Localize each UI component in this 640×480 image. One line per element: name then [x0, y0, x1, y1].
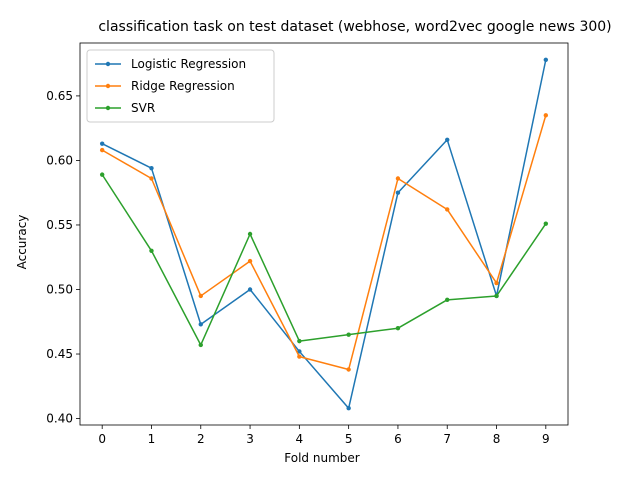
- y-tick-label: 0.60: [46, 153, 73, 167]
- data-point: [346, 332, 351, 337]
- series-line: [101, 115, 547, 371]
- data-point: [198, 322, 203, 327]
- data-point: [543, 221, 549, 226]
- x-tick-label: 7: [443, 432, 451, 446]
- data-point: [297, 354, 302, 359]
- axes-frame: [79, 42, 569, 426]
- y-tick-label: 0.65: [46, 89, 73, 103]
- legend: Logistic Regression Ridge Regression SVR: [86, 49, 275, 123]
- x-tick-label: 5: [345, 432, 353, 446]
- data-point: [543, 57, 549, 62]
- chart-title: classification task on test dataset (web…: [98, 19, 611, 35]
- y-tick-label: 0.40: [46, 412, 73, 426]
- y-tick-label: 0.45: [46, 347, 73, 361]
- legend-marker: [105, 105, 111, 111]
- data-point: [445, 207, 450, 212]
- data-point: [494, 293, 499, 299]
- data-point: [543, 113, 549, 118]
- series-line: [101, 59, 547, 409]
- legend-label: Logistic Regression: [131, 57, 246, 71]
- legend-marker: [105, 83, 111, 89]
- data-point: [445, 297, 450, 303]
- data-point: [99, 147, 105, 153]
- data-point: [297, 338, 302, 344]
- data-point: [247, 231, 253, 237]
- series-line: [101, 174, 547, 346]
- data-point: [395, 326, 401, 331]
- legend-label: SVR: [131, 101, 155, 115]
- data-point: [149, 165, 154, 171]
- legend-box: [86, 49, 275, 123]
- data-point: [247, 258, 253, 264]
- x-tick-label: 4: [296, 432, 304, 446]
- data-point: [149, 176, 154, 181]
- data-point: [346, 406, 351, 411]
- y-tick-label: 0.50: [46, 282, 73, 296]
- x-tick-label: 8: [493, 432, 501, 446]
- y-tick-label: 0.55: [46, 218, 73, 232]
- x-tick-label: 9: [542, 432, 550, 446]
- data-point: [494, 280, 499, 286]
- legend-marker: [105, 61, 111, 67]
- data-point: [99, 141, 105, 146]
- y-axis-label: Accuracy: [15, 215, 29, 270]
- data-point: [346, 367, 351, 372]
- x-tick-label: 0: [98, 432, 106, 446]
- data-point: [149, 248, 154, 253]
- x-tick-label: 1: [148, 432, 156, 446]
- x-axis-label: Fold number: [284, 451, 359, 465]
- data-point: [198, 342, 203, 348]
- x-tick-label: 3: [246, 432, 254, 446]
- data-point: [445, 137, 450, 142]
- data-point: [99, 172, 105, 177]
- legend-label: Ridge Regression: [131, 79, 235, 93]
- data-point: [395, 176, 401, 181]
- plot-area: 0 1 2 3 4 5 6 7 8 9 0.40 0.45 0.50 0.55 0.60 0.65: [46, 42, 569, 446]
- x-tick-label: 6: [394, 432, 402, 446]
- x-tick-label: 2: [197, 432, 205, 446]
- data-point: [247, 287, 253, 292]
- data-point: [198, 293, 203, 299]
- data-point: [395, 190, 401, 195]
- data-point: [297, 349, 302, 354]
